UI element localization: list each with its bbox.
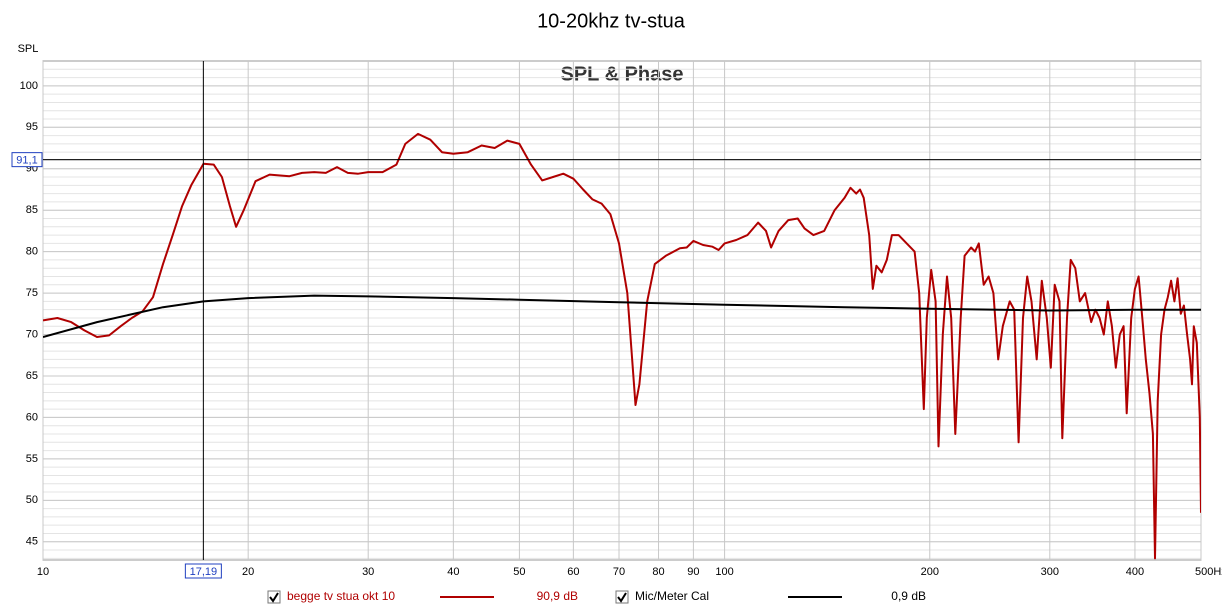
- cursor-y-box: [11, 152, 43, 168]
- x-tick-label: 20: [242, 566, 254, 578]
- y-tick-label: 95: [26, 121, 38, 133]
- y-tick-label: 45: [26, 536, 38, 548]
- x-tick-label: 10: [37, 566, 49, 578]
- legend-value: 0,9 dB: [891, 589, 926, 603]
- x-tick-label: 60: [567, 566, 579, 578]
- y-tick-label: 75: [26, 287, 38, 299]
- cursor-x-label: 17,19: [190, 566, 218, 578]
- legend-label: begge tv stua okt 10: [287, 589, 395, 603]
- x-tick-label: 300: [1041, 566, 1059, 578]
- y-tick-label: 55: [26, 453, 38, 465]
- chart-subtitle: SPL & Phase: [560, 63, 683, 85]
- chart-title: 10-20khz tv-stua: [537, 10, 686, 32]
- x-tick-label: 70: [613, 566, 625, 578]
- cursor-y-label: 91,1: [16, 155, 37, 167]
- legend-checkmark: [269, 592, 279, 603]
- plot-lines: [43, 132, 1201, 560]
- x-tick-label: 400: [1126, 566, 1144, 578]
- y-tick-label: 80: [26, 246, 38, 258]
- x-tick-label: 50: [513, 566, 525, 578]
- x-tick-label: 200: [921, 566, 939, 578]
- series-line: [43, 294, 1201, 338]
- legend-value: 90,9 dB: [537, 589, 578, 603]
- y-axis-label: SPL: [18, 43, 39, 55]
- x-tick-label: 80: [652, 566, 664, 578]
- y-tick-label: 50: [26, 494, 38, 506]
- x-tick-label: 40: [447, 566, 459, 578]
- y-tick-label: 100: [20, 80, 38, 92]
- x-tick-label: 100: [715, 566, 733, 578]
- y-tick-label: 85: [26, 204, 38, 216]
- legend-label: Mic/Meter Cal: [635, 589, 709, 603]
- series-line: [43, 132, 1201, 560]
- x-tick-label: 500Hz: [1195, 566, 1222, 578]
- x-tick-label: 90: [687, 566, 699, 578]
- y-tick-label: 60: [26, 411, 38, 423]
- cursor-x-box: [184, 563, 222, 579]
- legend-checkmark: [617, 592, 627, 603]
- y-tick-label: 70: [26, 328, 38, 340]
- y-tick-label: 65: [26, 370, 38, 382]
- x-tick-label: 30: [362, 566, 374, 578]
